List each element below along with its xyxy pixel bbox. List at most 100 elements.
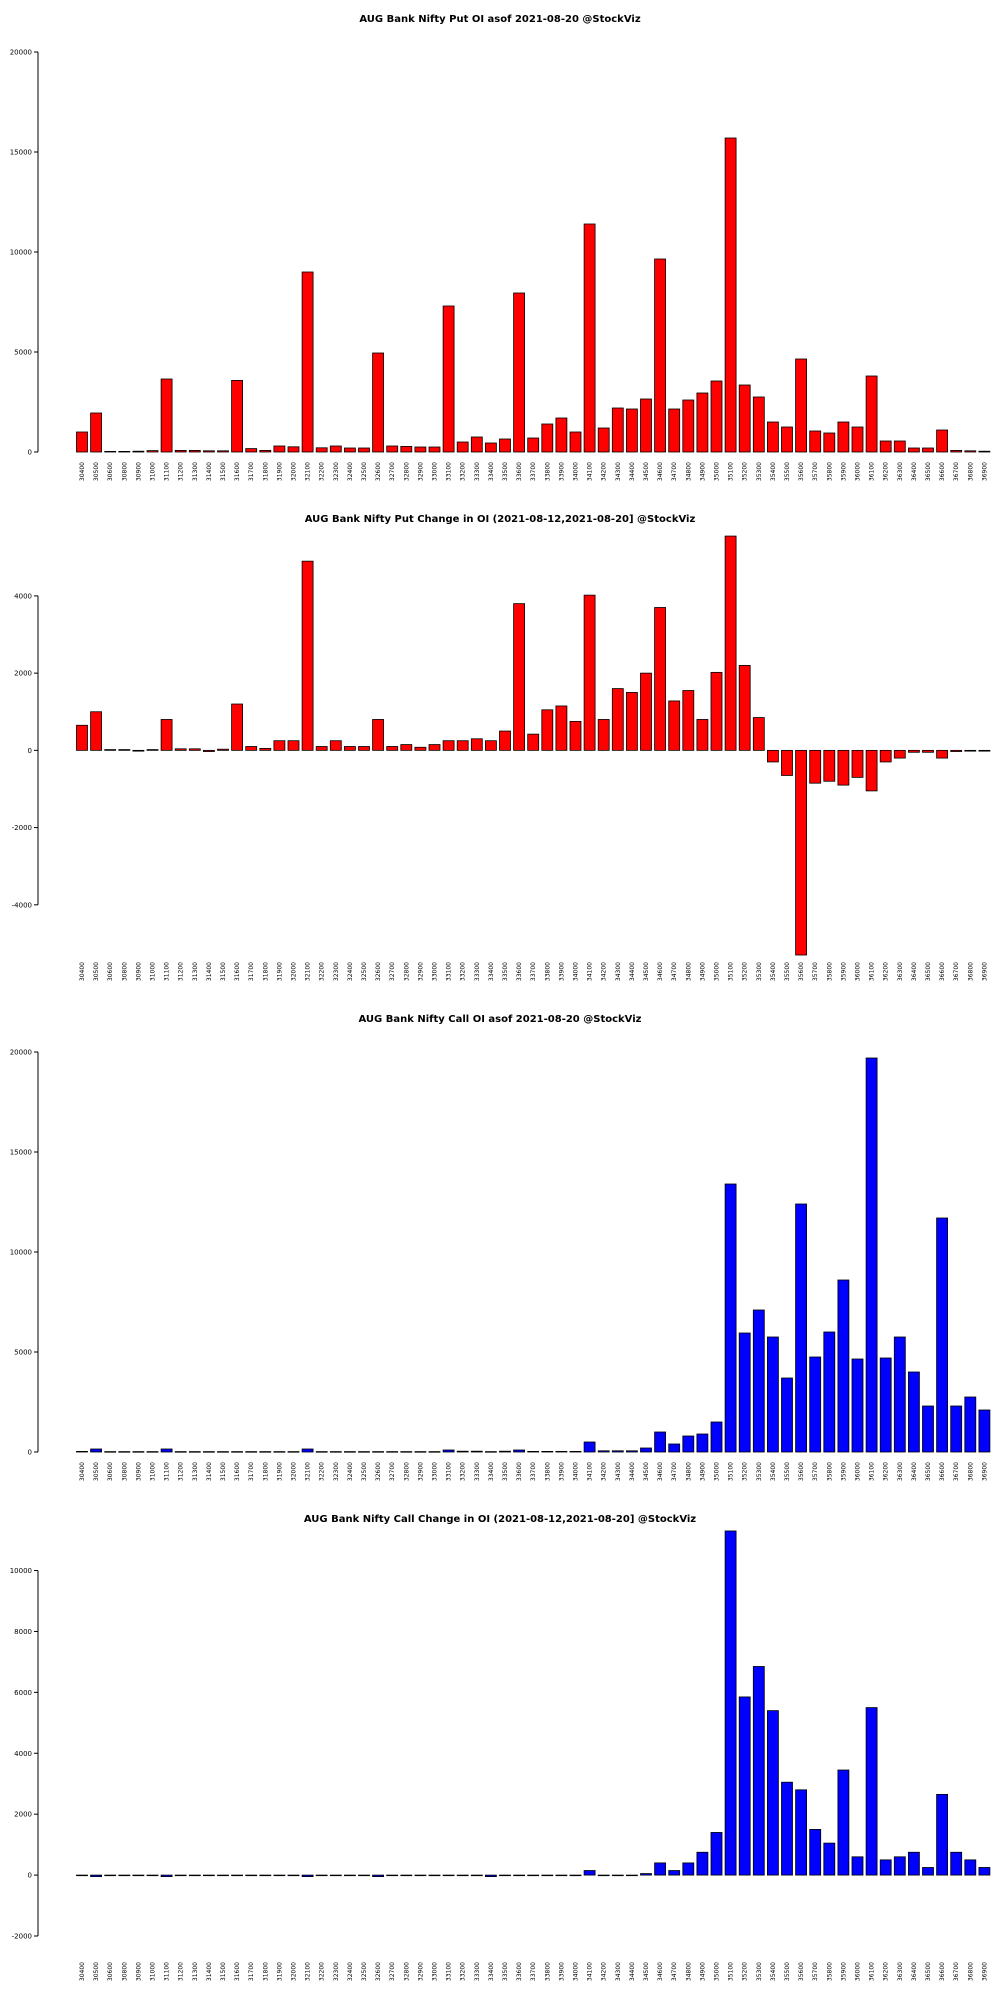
bar-31800 — [259, 1451, 272, 1453]
x-tick-label: 34100 — [587, 1462, 594, 1481]
x-tick-label: 32500 — [361, 462, 368, 481]
bar-33500 — [499, 1874, 511, 1877]
x-tick-label: 31700 — [248, 962, 255, 981]
bar-36300 — [893, 1856, 906, 1876]
x-tick-label: 35100 — [728, 462, 735, 481]
bar-35700 — [809, 1356, 822, 1453]
y-tick-label: 10000 — [10, 249, 32, 257]
x-tick-label: 34200 — [601, 1462, 608, 1481]
x-tick-label: 30800 — [121, 462, 128, 481]
x-tick-label: 31100 — [164, 462, 171, 481]
x-tick-label: 32000 — [291, 1462, 298, 1481]
y-tick-label: 0 — [28, 1872, 32, 1880]
bar-36000 — [851, 426, 864, 453]
bar-36500 — [922, 749, 934, 753]
x-tick-label: 35500 — [784, 962, 791, 981]
bar-32600 — [372, 1874, 385, 1878]
y-tick-label: 0 — [28, 747, 32, 755]
x-tick-label: 36800 — [967, 462, 974, 481]
y-tick-label: 15000 — [10, 1149, 32, 1157]
bar-35900 — [837, 421, 850, 453]
bar-32300 — [329, 445, 342, 453]
x-tick-label: 31500 — [220, 1462, 227, 1481]
bar-34400 — [626, 692, 638, 751]
bar-33900 — [555, 1450, 568, 1453]
x-tick-label: 31300 — [192, 1962, 199, 1981]
bar-31400 — [202, 1874, 215, 1877]
bar-35200 — [738, 665, 751, 751]
bar-36500 — [922, 1867, 934, 1876]
chart-2: AUG Bank Nifty Put Change in OI (2021-08… — [12, 514, 991, 981]
bar-36600 — [936, 749, 948, 759]
bar-34200 — [597, 1874, 610, 1877]
y-tick-label: 20000 — [10, 1049, 32, 1057]
bar-35900 — [837, 1279, 850, 1453]
bar-31100 — [160, 1448, 173, 1453]
bar-34200 — [597, 427, 610, 453]
bar-34600 — [654, 607, 666, 751]
bar-34900 — [696, 1433, 709, 1453]
bar-34200 — [597, 719, 610, 751]
y-tick-label: 5000 — [14, 1349, 32, 1357]
bar-35400 — [767, 1336, 779, 1453]
x-tick-label: 31200 — [178, 462, 185, 481]
x-tick-label: 33600 — [516, 962, 523, 981]
x-tick-label: 34600 — [657, 1962, 664, 1981]
bar-31700 — [245, 746, 258, 751]
bar-36100 — [865, 375, 878, 453]
bar-35300 — [752, 717, 765, 751]
x-tick-label: 32000 — [291, 1962, 298, 1981]
bar-34300 — [611, 407, 624, 453]
bar-35400 — [767, 421, 779, 453]
bar-34700 — [668, 1443, 681, 1453]
bar-31000 — [146, 1874, 159, 1877]
bar-30500 — [90, 1874, 102, 1878]
x-tick-label: 33300 — [474, 1962, 481, 1981]
x-tick-label: 34600 — [657, 1462, 664, 1481]
bar-31900 — [273, 1451, 286, 1453]
bar-34700 — [668, 700, 681, 751]
bar-33900 — [555, 1874, 568, 1877]
bar-30800 — [118, 450, 131, 453]
bar-35500 — [781, 1781, 793, 1876]
bar-31400 — [202, 749, 215, 752]
bar-33100 — [442, 1449, 455, 1453]
x-tick-label: 34600 — [657, 962, 664, 981]
chart-3: AUG Bank Nifty Call OI asof 2021-08-20 @… — [10, 1014, 991, 1481]
bar-35900 — [837, 1769, 850, 1876]
x-tick-label: 36100 — [869, 462, 876, 481]
x-tick-label: 30500 — [93, 1462, 100, 1481]
x-tick-label: 36500 — [925, 1962, 932, 1981]
x-tick-label: 33800 — [544, 1962, 551, 1981]
bar-31000 — [146, 749, 159, 751]
x-tick-label: 36900 — [981, 462, 988, 481]
x-tick-label: 33700 — [530, 1962, 537, 1981]
bar-34700 — [668, 1870, 681, 1876]
x-tick-label: 36000 — [855, 462, 862, 481]
x-tick-label: 35400 — [770, 1962, 777, 1981]
bar-34900 — [696, 392, 709, 453]
y-tick-label: -2000 — [12, 1933, 32, 1941]
bar-36800 — [964, 450, 977, 453]
bar-32600 — [372, 1451, 385, 1453]
x-tick-label: 31000 — [150, 1462, 157, 1481]
bar-34100 — [583, 594, 596, 751]
x-tick-label: 31600 — [234, 462, 241, 481]
bar-31900 — [273, 1874, 286, 1877]
x-tick-label: 36400 — [911, 1962, 918, 1981]
x-tick-label: 34000 — [573, 1962, 580, 1981]
bar-36300 — [893, 440, 906, 453]
x-tick-label: 35700 — [812, 462, 819, 481]
x-tick-label: 32700 — [389, 1462, 396, 1481]
x-tick-label: 32900 — [417, 1962, 424, 1981]
bar-35500 — [781, 749, 793, 776]
x-tick-label: 34300 — [615, 962, 622, 981]
x-tick-label: 32400 — [347, 462, 354, 481]
bar-34500 — [640, 1447, 652, 1453]
bar-33100 — [442, 305, 455, 453]
x-tick-label: 34700 — [671, 962, 678, 981]
bar-36600 — [936, 1217, 948, 1453]
bar-32800 — [400, 1874, 413, 1877]
x-tick-label: 35800 — [826, 962, 833, 981]
bar-33400 — [484, 1874, 497, 1878]
